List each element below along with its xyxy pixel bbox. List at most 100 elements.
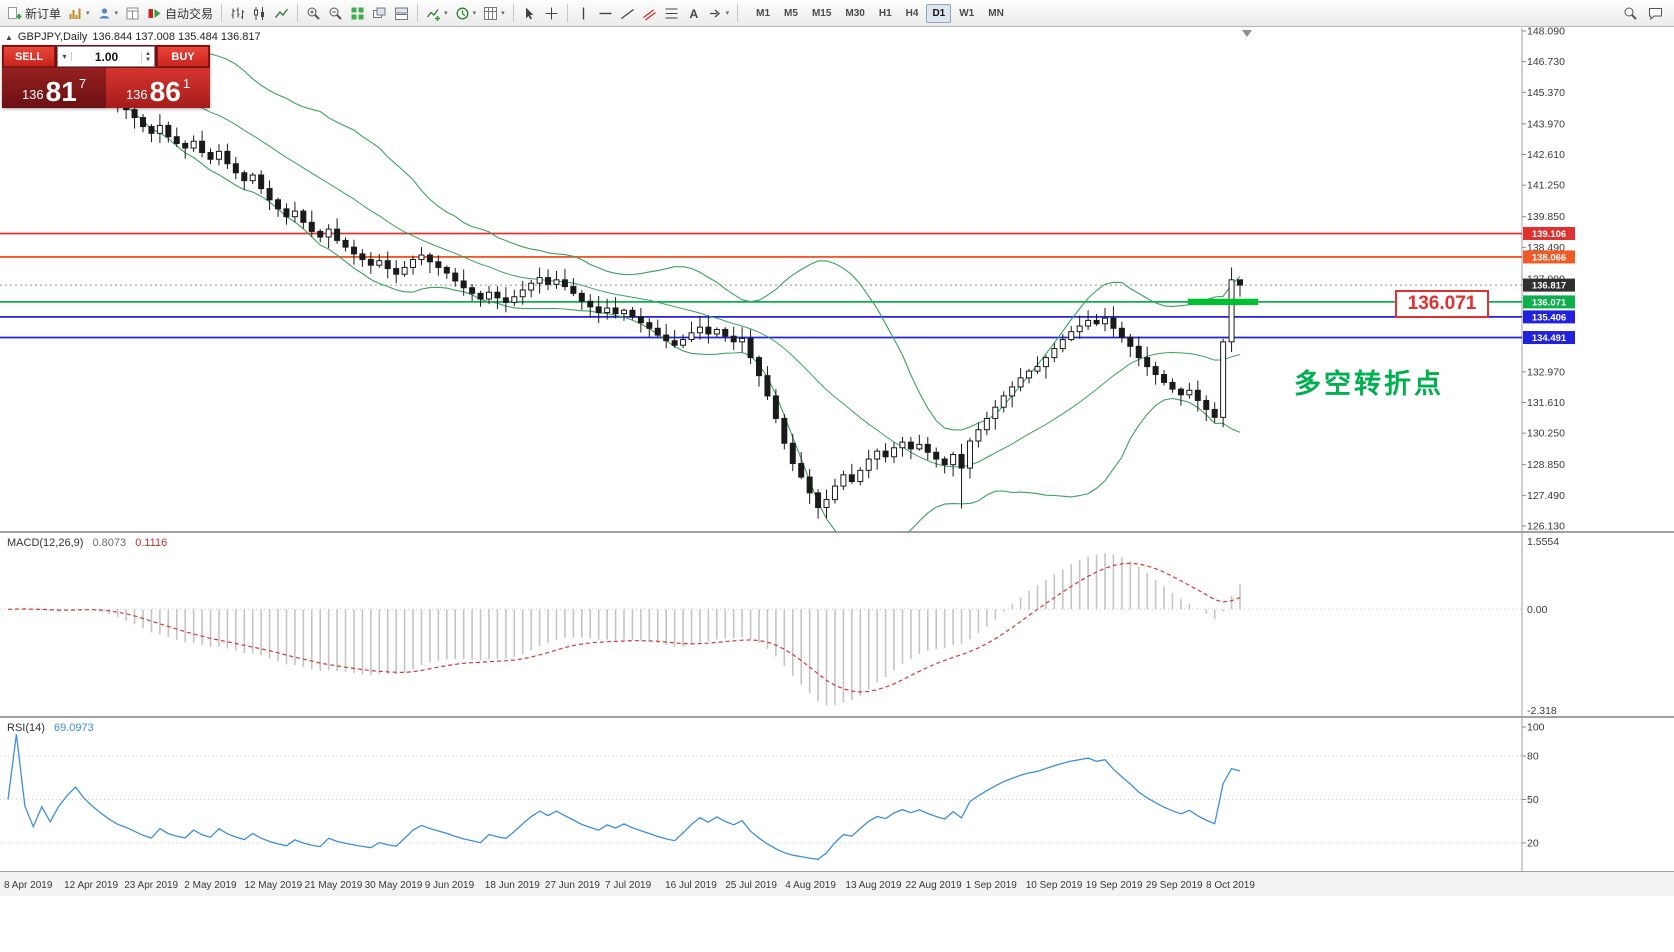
svg-text:142.610: 142.610 [1527,149,1565,161]
templates-caret-icon: ▾ [501,10,505,17]
arrow-objects-button[interactable]: ▾ [705,2,733,24]
community-chat-button[interactable] [1645,2,1666,24]
buy-button[interactable]: BUY [157,46,209,67]
periods-button[interactable]: ▾ [452,2,480,24]
fibonacci-button[interactable] [661,2,682,24]
arrow-objects-icon [709,9,720,17]
macd-main-value: 0.8073 [92,537,127,549]
equidistant-channel-button[interactable] [639,2,660,24]
svg-text:148.090: 148.090 [1527,26,1565,38]
text-button[interactable]: A [683,2,704,24]
line-chart-button[interactable] [271,2,292,24]
svg-text:4 Aug 2019: 4 Aug 2019 [785,880,836,891]
toolbar-separator [566,4,568,22]
svg-text:27 Jun 2019: 27 Jun 2019 [545,880,600,891]
zoom-out-button[interactable] [325,2,346,24]
svg-text:22 Aug 2019: 22 Aug 2019 [906,880,963,891]
periods-caret-icon: ▾ [472,10,477,17]
svg-text:18 Jun 2019: 18 Jun 2019 [485,880,540,891]
zoom-in-button[interactable] [303,2,324,24]
toolbar-right-group [1620,2,1670,24]
macd-label: MACD(12,26,9) 0.8073 0.1116 [7,537,167,549]
cursor-button[interactable] [519,2,540,24]
tile-windows-icon [351,7,364,19]
candlestick-chart-icon [254,6,265,20]
cascade-windows-icon [373,7,386,18]
auto-trading-button[interactable]: 自动交易 [144,2,216,24]
svg-text:127.490: 127.490 [1527,490,1565,502]
candlestick-chart-button[interactable] [249,2,270,24]
data-window-button[interactable] [122,2,143,24]
tile-horizontal-button[interactable] [391,2,412,24]
search-icon [1624,7,1637,20]
new-order-label: 新订单 [25,6,62,21]
timeframe-h1[interactable]: H1 [878,7,892,19]
sell-button[interactable]: SELL [3,46,55,67]
profiles-button[interactable]: ▾ [94,2,122,24]
timeframe-w1[interactable]: W1 [959,7,975,19]
volume-spinner[interactable]: ▲ ▼ [141,50,154,63]
tile-horizontal-icon [395,7,409,20]
toolbar-separator [512,4,514,22]
svg-text:30 May 2019: 30 May 2019 [365,880,423,891]
new-order-icon [8,6,22,19]
zoom-out-icon [329,7,342,20]
svg-text:2 May 2019: 2 May 2019 [184,880,237,891]
timeframe-m1[interactable]: M1 [756,7,771,19]
new-chart-icon [69,8,81,19]
volume-control[interactable]: ▾ 1.00 ▲ ▼ [57,46,155,67]
templates-button[interactable]: ▾ [480,2,508,24]
new-chart-caret-icon: ▾ [86,10,90,17]
indicators-button[interactable]: ▾ [423,2,451,24]
volume-value[interactable]: 1.00 [94,49,119,64]
templates-icon [484,6,498,20]
search-button[interactable] [1620,2,1641,24]
auto-trading-label: 自动交易 [165,6,214,21]
svg-text:100: 100 [1527,722,1545,734]
timeframe-m30[interactable]: M30 [845,7,865,19]
timeframe-m5[interactable]: M5 [784,7,798,19]
buy-price-display[interactable]: 136 86 1 [106,68,210,108]
svg-text:A: A [689,7,698,21]
svg-text:7 Jul 2019: 7 Jul 2019 [605,880,652,891]
trendline-button[interactable] [617,2,638,24]
crosshair-button[interactable] [541,2,562,24]
tile-windows-button[interactable] [347,2,368,24]
timeframe-d1[interactable]: D1 [926,3,952,23]
symbol-collapse-icon[interactable]: ▲ [5,32,13,42]
toolbar-separator [737,4,739,22]
svg-text:1.5554: 1.5554 [1527,536,1559,548]
volume-dropdown-icon[interactable]: ▾ [58,52,72,61]
svg-text:136.071: 136.071 [1532,298,1567,309]
svg-text:8 Oct 2019: 8 Oct 2019 [1206,880,1255,891]
vertical-line-button[interactable] [573,2,594,24]
timeframe-h4[interactable]: H4 [905,7,919,19]
svg-text:8 Apr 2019: 8 Apr 2019 [4,880,53,891]
timeframe-mn[interactable]: MN [988,7,1004,19]
one-click-trading-panel: SELL ▾ 1.00 ▲ ▼ BUY 136 81 7 136 86 1 [2,45,210,108]
rsi-value: 69.0973 [53,722,94,734]
bars-chart-button[interactable] [227,2,248,24]
new-chart-button[interactable]: ▾ [65,2,93,24]
equidistant-channel-icon [642,8,656,21]
arrow-objects-caret-icon: ▾ [725,10,730,17]
svg-text:136.817: 136.817 [1532,281,1566,292]
timeframe-m15[interactable]: M15 [811,7,832,19]
horizontal-line-button[interactable] [595,2,616,24]
sell-price-display[interactable]: 136 81 7 [2,68,106,108]
svg-text:29 Sep 2019: 29 Sep 2019 [1146,880,1203,891]
horizontal-line-icon [599,12,612,14]
svg-text:25 Jul 2019: 25 Jul 2019 [725,880,777,891]
svg-text:146.730: 146.730 [1527,56,1565,68]
indicators-icon [427,8,441,21]
crosshair-icon [545,7,558,19]
svg-text:128.850: 128.850 [1527,459,1565,471]
community-chat-icon [1649,7,1662,20]
volume-down-icon[interactable]: ▼ [145,56,151,63]
cascade-windows-button[interactable] [369,2,390,24]
new-order-button[interactable]: 新订单 [4,2,64,24]
volume-up-icon[interactable]: ▲ [145,50,151,57]
svg-text:1 Sep 2019: 1 Sep 2019 [966,880,1018,891]
toolbar-separator [297,4,299,22]
